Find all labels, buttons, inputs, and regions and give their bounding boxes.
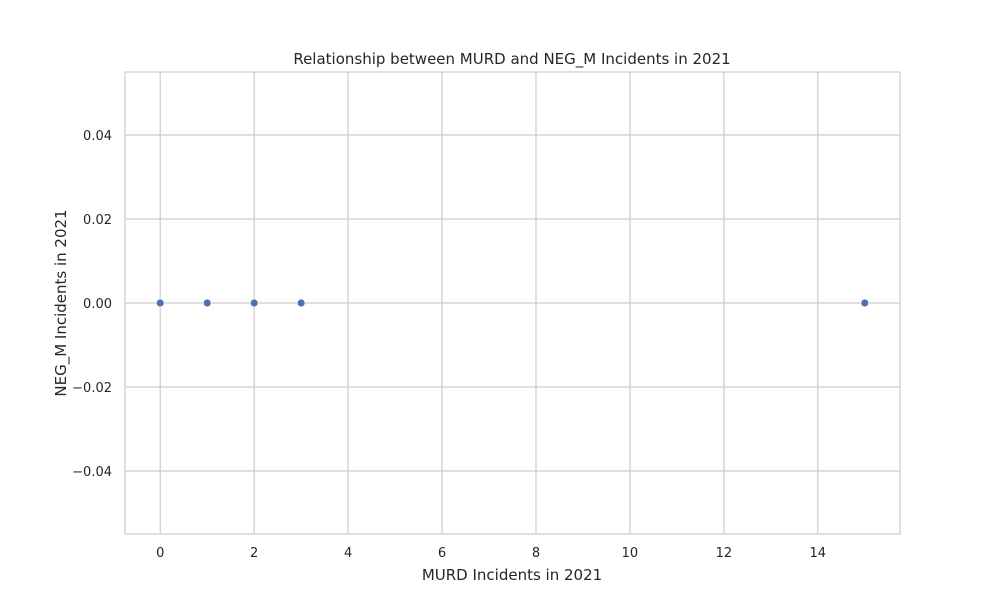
- data-point: [202, 298, 212, 308]
- chart-title: Relationship between MURD and NEG_M Inci…: [293, 50, 730, 69]
- x-tick-label: 8: [532, 546, 540, 561]
- y-axis-label: NEG_M Incidents in 2021: [52, 209, 71, 396]
- x-tick-label: 2: [250, 546, 258, 561]
- y-tick-label: −0.02: [72, 381, 112, 396]
- y-tick-label: 0.04: [83, 129, 112, 144]
- x-tick-label: 0: [156, 546, 164, 561]
- plot-frame: [124, 71, 901, 535]
- tick-labels: 0 2 4 6 8 10 12 14 −0.04 −0.02 0.00 0.02 0.04: [72, 129, 826, 561]
- x-axis-label: MURD Incidents in 2021: [422, 566, 602, 584]
- data-point: [296, 298, 306, 308]
- y-tick-label: 0.00: [83, 297, 112, 312]
- data-points: [155, 298, 870, 308]
- x-tick-label: 4: [344, 546, 352, 561]
- data-point: [860, 298, 870, 308]
- x-tick-label: 6: [438, 546, 446, 561]
- data-point: [249, 298, 259, 308]
- x-tick-label: 14: [810, 546, 827, 561]
- data-point: [155, 298, 165, 308]
- x-tick-label: 10: [622, 546, 639, 561]
- y-tick-label: −0.04: [72, 465, 112, 480]
- y-tick-label: 0.02: [83, 213, 112, 228]
- x-tick-label: 12: [716, 546, 733, 561]
